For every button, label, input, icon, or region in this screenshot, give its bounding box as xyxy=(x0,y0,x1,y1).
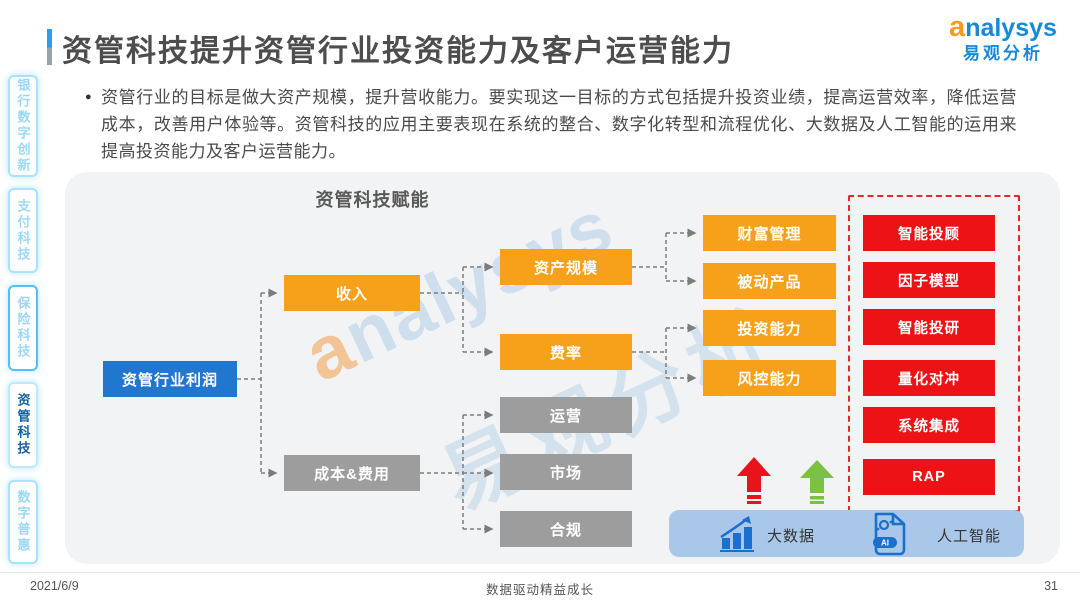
footer-divider xyxy=(0,572,1080,573)
node-compliance: 合规 xyxy=(500,511,632,547)
diagram-title: 资管科技赋能 xyxy=(315,190,430,210)
node-robo-advisor: 智能投顾 xyxy=(863,215,995,251)
node-wealth-mgmt: 财富管理 xyxy=(703,215,836,251)
ai-badge-text: AI xyxy=(881,539,889,548)
sidebar-tab-payment-tech[interactable]: 支付科技 xyxy=(8,188,38,273)
up-arrow-green-icon xyxy=(800,460,834,504)
up-arrow-red-icon xyxy=(737,457,771,504)
node-system-integration: 系统集成 xyxy=(863,407,995,443)
logo-chinese-text: 易观分析 xyxy=(963,43,1043,63)
page-title: 资管科技提升资管行业投资能力及客户运营能力 xyxy=(62,35,734,68)
node-industry-profit: 资管行业利润 xyxy=(103,361,237,397)
title-accent-bar xyxy=(47,29,52,65)
legend-label-ai: 人工智能 xyxy=(937,528,1002,545)
footer-slogan: 数据驱动精益成长 xyxy=(485,583,594,597)
logo-latin-text: analysys xyxy=(949,11,1057,43)
tech-legend-bar: 大数据 AI 人工智能 xyxy=(669,510,1024,557)
node-factor-model: 因子模型 xyxy=(863,262,995,298)
node-marketing: 市场 xyxy=(500,454,632,490)
legend-label-big-data: 大数据 xyxy=(767,528,816,545)
sidebar-tab-asset-mgmt-tech[interactable]: 资管科技 xyxy=(8,382,38,468)
node-cost-expense: 成本&费用 xyxy=(284,455,420,491)
bullet-dot-icon: ● xyxy=(85,91,92,103)
ai-document-icon: AI xyxy=(873,512,906,556)
node-smart-research: 智能投研 xyxy=(863,309,995,345)
analysys-logo: analysys 易观分析 xyxy=(933,12,1073,64)
node-risk-control: 风控能力 xyxy=(703,360,836,396)
node-revenue: 收入 xyxy=(284,275,420,311)
sidebar-tab-digital-inclusion[interactable]: 数字普惠 xyxy=(8,480,38,564)
node-rap: RAP xyxy=(863,459,995,495)
intro-paragraph: 资管行业的目标是做大资产规模，提升营收能力。要实现这一目标的方式包括提升投资业绩… xyxy=(101,88,1017,161)
node-fee-rate: 费率 xyxy=(500,334,632,370)
node-operations: 运营 xyxy=(500,397,632,433)
sidebar-tab-bank-digital[interactable]: 银行数字创新 xyxy=(8,75,38,177)
asset-tech-diagram: analysys 易观分析 资管科技赋能 xyxy=(65,172,1060,564)
node-asset-scale: 资产规模 xyxy=(500,249,632,285)
footer-date: 2021/6/9 xyxy=(30,579,79,593)
sidebar-tab-insurance-tech[interactable]: 保险科技 xyxy=(8,285,38,371)
footer-page-number: 31 xyxy=(1044,579,1058,593)
bar-chart-growth-icon xyxy=(720,516,754,552)
node-quant-hedging: 量化对冲 xyxy=(863,360,995,396)
node-passive-products: 被动产品 xyxy=(703,263,836,299)
node-investment-capability: 投资能力 xyxy=(703,310,836,346)
